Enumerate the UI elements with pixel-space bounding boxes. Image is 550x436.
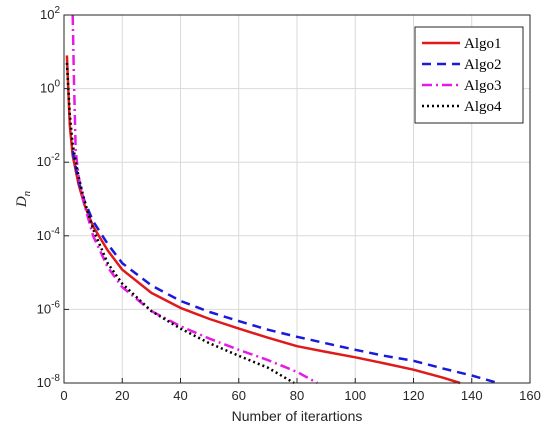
y-tick-label: 102 bbox=[40, 5, 60, 22]
x-tick-label: 20 bbox=[115, 388, 129, 403]
x-tick-label: 0 bbox=[60, 388, 67, 403]
y-axis-label-sub: n bbox=[21, 190, 33, 196]
x-axis-label: Number of iterartions bbox=[232, 408, 363, 424]
x-tick-label: 140 bbox=[461, 388, 483, 403]
legend-label-algo1: Algo1 bbox=[464, 36, 502, 52]
series-line-algo2 bbox=[71, 150, 499, 385]
y-tick-layer: 102 100 10-2 10-4 10-6 10-8 bbox=[37, 5, 69, 390]
x-tick-label: 100 bbox=[344, 388, 366, 403]
y-tick-label: 10-2 bbox=[37, 152, 61, 169]
series-line-algo1 bbox=[65, 55, 461, 385]
x-tick-label: 80 bbox=[290, 388, 304, 403]
series-line-algo3 bbox=[71, 14, 318, 385]
y-tick-label: 10-8 bbox=[37, 373, 61, 390]
x-tick-label: 40 bbox=[173, 388, 187, 403]
legend-label-algo4: Algo4 bbox=[464, 99, 502, 115]
legend: Algo1 Algo2 Algo3 Algo4 bbox=[414, 26, 524, 124]
y-axis-label-main: D bbox=[14, 196, 30, 208]
series-layer bbox=[65, 14, 499, 385]
legend-label-algo3: Algo3 bbox=[464, 78, 502, 94]
y-tick-label: 100 bbox=[40, 79, 60, 96]
grid bbox=[63, 14, 531, 384]
x-tick-label: 160 bbox=[519, 388, 541, 403]
y-axis-label: Dn bbox=[14, 190, 33, 208]
y-tick-label: 10-6 bbox=[37, 299, 61, 316]
x-tick-label: 60 bbox=[232, 388, 246, 403]
y-tick-label: 10-4 bbox=[37, 226, 61, 243]
x-tick-label: 120 bbox=[403, 388, 425, 403]
legend-label-algo2: Algo2 bbox=[464, 57, 502, 73]
x-tick-layer: 0 20 40 60 80 100 120 140 160 bbox=[60, 378, 541, 403]
